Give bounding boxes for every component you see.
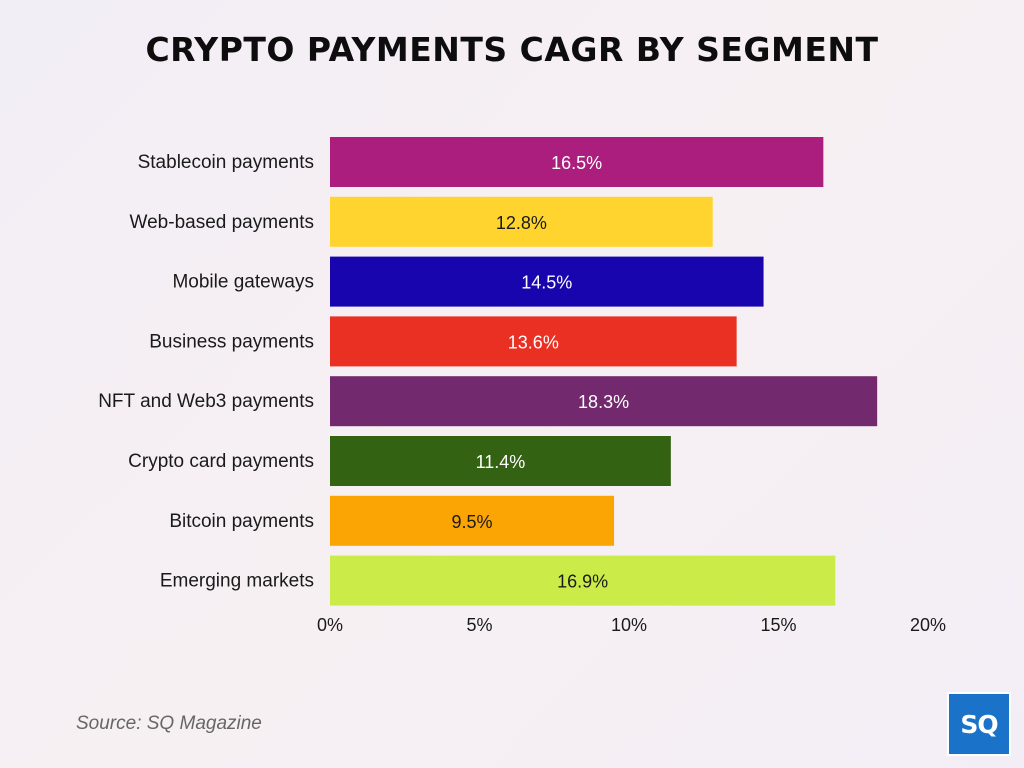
category-label-1: Web-based payments [130, 212, 314, 233]
category-label-0: Stablecoin payments [138, 152, 314, 173]
x-tick-label-0: 0% [317, 615, 343, 635]
bar-value-label-5: 11.4% [476, 452, 526, 472]
sq-logo: SQ [947, 692, 1011, 756]
category-label-7: Emerging markets [160, 571, 314, 592]
bar-value-label-7: 16.9% [557, 572, 608, 592]
category-label-6: Bitcoin payments [169, 511, 314, 532]
x-tick-label-2: 10% [611, 615, 647, 635]
category-label-3: Business payments [149, 331, 314, 352]
category-label-5: Crypto card payments [128, 451, 314, 472]
bar-7 [330, 555, 836, 606]
x-axis-ticks: 0% 5% 10% 15% 20% [317, 615, 946, 635]
labels-layer: 16.5% Stablecoin payments 12.8% Web-based p… [98, 152, 629, 592]
chart-title: CRYPTO PAYMENTS CAGR BY SEGMENT [145, 30, 879, 69]
bar-5 [330, 436, 671, 486]
bar-value-label-2: 14.5% [521, 273, 572, 293]
bar-value-label-4: 18.3% [578, 392, 629, 412]
bar-1 [330, 196, 713, 247]
x-tick-label-3: 15% [760, 615, 796, 635]
bar-2 [330, 256, 764, 307]
category-label-2: Mobile gateways [172, 272, 314, 293]
x-tick-label-4: 20% [910, 615, 946, 635]
bar-value-label-3: 13.6% [508, 332, 559, 352]
bar-3 [330, 316, 737, 367]
bars-layer [330, 137, 878, 606]
bar-value-label-1: 12.8% [496, 213, 547, 233]
category-label-4: NFT and Web3 payments [98, 391, 314, 412]
bar-6 [330, 495, 615, 546]
source-note: Source: SQ Magazine [76, 713, 262, 734]
bar-value-label-0: 16.5% [551, 153, 602, 173]
x-tick-label-1: 5% [466, 615, 492, 635]
bar-value-label-6: 9.5% [452, 512, 493, 532]
bar-4 [330, 376, 878, 427]
bar-0 [330, 137, 824, 187]
